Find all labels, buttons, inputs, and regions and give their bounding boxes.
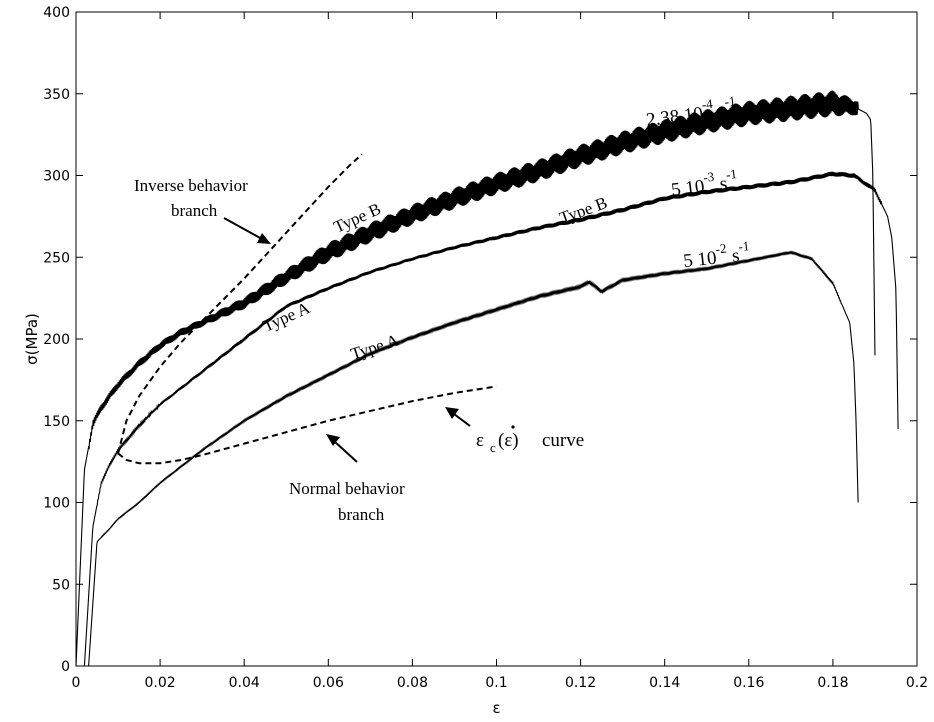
svg-text:5 10-2 s-1: 5 10-2 s-1 — [682, 238, 752, 272]
y-tick-label: 0 — [61, 659, 70, 675]
series-line-0 — [75, 90, 876, 667]
normal-branch-label-line2: branch — [338, 505, 385, 524]
y-tick-label: 250 — [43, 250, 70, 266]
epsilon-curve-arrowhead — [445, 407, 459, 419]
y-tick-label: 150 — [43, 414, 70, 430]
type-b-label-medium: Type B — [557, 193, 610, 228]
y-tick-label: 50 — [52, 577, 70, 593]
x-axis-label: ε — [492, 699, 500, 717]
series-line-2 — [88, 250, 859, 667]
svg-text:(ε): (ε) — [498, 430, 519, 451]
x-tick-label: 0.08 — [397, 675, 428, 691]
series-line-4 — [117, 385, 497, 465]
rate-label-medium: 5 10-3 s-1 — [669, 166, 739, 201]
svg-text:ε: ε — [476, 430, 484, 451]
inverse-branch-label-line1: Inverse behavior — [134, 176, 248, 195]
epsilon-c-curve-label: ε c (ε) curve — [476, 425, 584, 455]
normal-branch-arrow — [333, 440, 358, 463]
curve-word: curve — [542, 430, 584, 451]
svg-text:5 10-3 s-1: 5 10-3 s-1 — [669, 166, 739, 201]
y-axis-label: σ(MPa) — [23, 313, 41, 365]
y-tick-label: 100 — [43, 496, 70, 512]
y-tick-label: 200 — [43, 332, 70, 348]
axes: 0 0.02 0.04 0.06 0.08 0.1 0.12 0.14 0.16 0.18 0.2 0… — [23, 5, 928, 717]
x-tick-label: 0.2 — [906, 675, 928, 691]
series-layer — [75, 90, 899, 667]
svg-text:c: c — [490, 440, 496, 455]
series-line-3 — [117, 153, 363, 454]
x-tick-label: 0.06 — [313, 675, 344, 691]
inverse-branch-label-line2: branch — [171, 201, 218, 220]
x-tick-label: 0 — [72, 675, 81, 691]
inverse-branch-arrow — [223, 217, 263, 240]
y-tick-label: 400 — [43, 5, 70, 21]
inverse-branch-arrowhead — [257, 233, 271, 244]
normal-branch-arrowhead — [326, 434, 340, 446]
type-a-label-medium: Type A — [260, 298, 313, 336]
epsilon-dot — [511, 425, 515, 429]
y-tick-label: 350 — [43, 87, 70, 103]
x-tick-label: 0.18 — [817, 675, 848, 691]
x-tick-label: 0.12 — [565, 675, 596, 691]
normal-branch-label-line1: Normal behavior — [289, 479, 405, 498]
series-line-1 — [83, 171, 899, 667]
type-a-label-fast: Type A — [348, 330, 401, 364]
rate-label-fast: 5 10-2 s-1 — [682, 238, 752, 272]
epsilon-curve-arrow — [453, 413, 471, 427]
x-tick-label: 0.1 — [485, 675, 507, 691]
y-tick-label: 300 — [43, 169, 70, 185]
x-tick-label: 0.02 — [145, 675, 176, 691]
x-tick-label: 0.16 — [733, 675, 764, 691]
x-tick-label: 0.04 — [229, 675, 260, 691]
x-tick-label: 0.14 — [649, 675, 680, 691]
